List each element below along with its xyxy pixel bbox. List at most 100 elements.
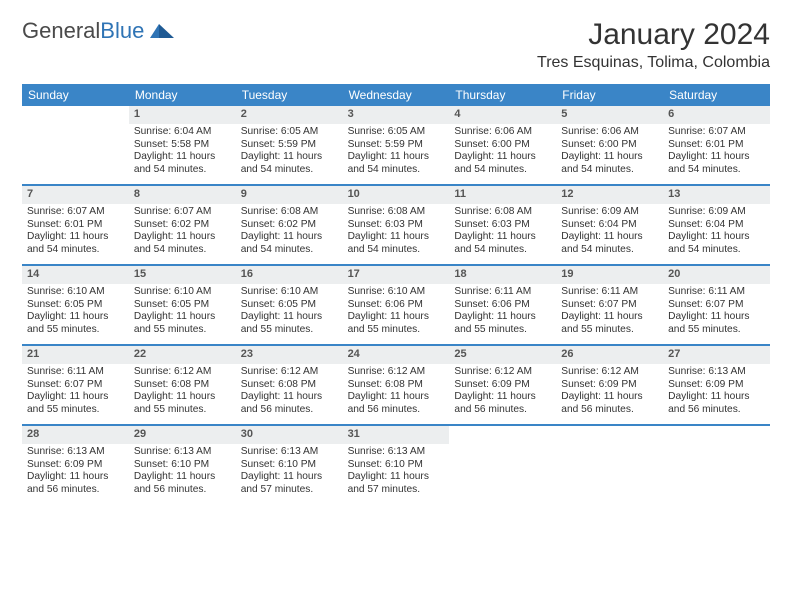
sunrise-text: Sunrise: 6:13 AM <box>241 446 338 459</box>
week-row: 7Sunrise: 6:07 AMSunset: 6:01 PMDaylight… <box>22 186 770 266</box>
brand-part2: Blue <box>100 18 144 44</box>
sunset-text: Sunset: 6:02 PM <box>134 219 231 232</box>
daylight-text: Daylight: 11 hours and 55 minutes. <box>27 311 124 337</box>
day-cell: 17Sunrise: 6:10 AMSunset: 6:06 PMDayligh… <box>343 266 450 344</box>
day-content: Sunrise: 6:12 AMSunset: 6:08 PMDaylight:… <box>343 364 450 423</box>
day-cell: 23Sunrise: 6:12 AMSunset: 6:08 PMDayligh… <box>236 346 343 424</box>
day-cell <box>663 426 770 504</box>
sunrise-text: Sunrise: 6:12 AM <box>241 366 338 379</box>
daylight-text: Daylight: 11 hours and 54 minutes. <box>561 231 658 257</box>
sunrise-text: Sunrise: 6:06 AM <box>561 126 658 139</box>
sunset-text: Sunset: 6:05 PM <box>241 299 338 312</box>
sunset-text: Sunset: 6:07 PM <box>668 299 765 312</box>
day-content: Sunrise: 6:12 AMSunset: 6:09 PMDaylight:… <box>556 364 663 423</box>
day-cell: 19Sunrise: 6:11 AMSunset: 6:07 PMDayligh… <box>556 266 663 344</box>
sunset-text: Sunset: 6:09 PM <box>561 379 658 392</box>
day-content: Sunrise: 6:11 AMSunset: 6:06 PMDaylight:… <box>449 284 556 343</box>
daylight-text: Daylight: 11 hours and 55 minutes. <box>561 311 658 337</box>
weekday-tue: Tuesday <box>236 84 343 106</box>
day-cell: 21Sunrise: 6:11 AMSunset: 6:07 PMDayligh… <box>22 346 129 424</box>
sunset-text: Sunset: 6:07 PM <box>561 299 658 312</box>
day-content: Sunrise: 6:08 AMSunset: 6:03 PMDaylight:… <box>343 204 450 263</box>
weeks-container: 1Sunrise: 6:04 AMSunset: 5:58 PMDaylight… <box>22 106 770 504</box>
sunset-text: Sunset: 6:09 PM <box>27 459 124 472</box>
day-number: 16 <box>236 266 343 284</box>
day-cell: 12Sunrise: 6:09 AMSunset: 6:04 PMDayligh… <box>556 186 663 264</box>
sunset-text: Sunset: 6:10 PM <box>134 459 231 472</box>
sunrise-text: Sunrise: 6:05 AM <box>241 126 338 139</box>
sunrise-text: Sunrise: 6:06 AM <box>454 126 551 139</box>
week-row: 1Sunrise: 6:04 AMSunset: 5:58 PMDaylight… <box>22 106 770 186</box>
daylight-text: Daylight: 11 hours and 57 minutes. <box>348 471 445 497</box>
day-cell: 10Sunrise: 6:08 AMSunset: 6:03 PMDayligh… <box>343 186 450 264</box>
day-cell: 5Sunrise: 6:06 AMSunset: 6:00 PMDaylight… <box>556 106 663 184</box>
day-content: Sunrise: 6:07 AMSunset: 6:01 PMDaylight:… <box>663 124 770 183</box>
sunrise-text: Sunrise: 6:10 AM <box>241 286 338 299</box>
daylight-text: Daylight: 11 hours and 54 minutes. <box>27 231 124 257</box>
daylight-text: Daylight: 11 hours and 54 minutes. <box>668 231 765 257</box>
sunrise-text: Sunrise: 6:10 AM <box>27 286 124 299</box>
day-number: 22 <box>129 346 236 364</box>
brand-part1: General <box>22 18 100 44</box>
day-cell: 25Sunrise: 6:12 AMSunset: 6:09 PMDayligh… <box>449 346 556 424</box>
day-content: Sunrise: 6:13 AMSunset: 6:09 PMDaylight:… <box>663 364 770 423</box>
daylight-text: Daylight: 11 hours and 56 minutes. <box>668 391 765 417</box>
day-number: 3 <box>343 106 450 124</box>
day-content: Sunrise: 6:11 AMSunset: 6:07 PMDaylight:… <box>556 284 663 343</box>
sunrise-text: Sunrise: 6:12 AM <box>454 366 551 379</box>
day-number: 31 <box>343 426 450 444</box>
location-text: Tres Esquinas, Tolima, Colombia <box>537 54 770 72</box>
sunset-text: Sunset: 6:08 PM <box>348 379 445 392</box>
sunrise-text: Sunrise: 6:13 AM <box>27 446 124 459</box>
header: GeneralBlue January 2024 Tres Esquinas, … <box>22 18 770 72</box>
day-cell: 3Sunrise: 6:05 AMSunset: 5:59 PMDaylight… <box>343 106 450 184</box>
day-number: 12 <box>556 186 663 204</box>
sunrise-text: Sunrise: 6:08 AM <box>454 206 551 219</box>
day-cell: 16Sunrise: 6:10 AMSunset: 6:05 PMDayligh… <box>236 266 343 344</box>
day-number: 6 <box>663 106 770 124</box>
day-number: 4 <box>449 106 556 124</box>
sunset-text: Sunset: 6:01 PM <box>27 219 124 232</box>
day-content: Sunrise: 6:05 AMSunset: 5:59 PMDaylight:… <box>343 124 450 183</box>
day-number: 19 <box>556 266 663 284</box>
weekday-mon: Monday <box>129 84 236 106</box>
sunrise-text: Sunrise: 6:07 AM <box>134 206 231 219</box>
day-number: 5 <box>556 106 663 124</box>
day-cell: 1Sunrise: 6:04 AMSunset: 5:58 PMDaylight… <box>129 106 236 184</box>
daylight-text: Daylight: 11 hours and 55 minutes. <box>27 391 124 417</box>
brand-logo: GeneralBlue <box>22 18 178 44</box>
sunrise-text: Sunrise: 6:07 AM <box>668 126 765 139</box>
sunrise-text: Sunrise: 6:09 AM <box>561 206 658 219</box>
day-cell: 4Sunrise: 6:06 AMSunset: 6:00 PMDaylight… <box>449 106 556 184</box>
sunset-text: Sunset: 6:04 PM <box>668 219 765 232</box>
sunset-text: Sunset: 6:03 PM <box>348 219 445 232</box>
weekday-thu: Thursday <box>449 84 556 106</box>
sunrise-text: Sunrise: 6:13 AM <box>348 446 445 459</box>
day-number: 20 <box>663 266 770 284</box>
day-cell: 14Sunrise: 6:10 AMSunset: 6:05 PMDayligh… <box>22 266 129 344</box>
daylight-text: Daylight: 11 hours and 54 minutes. <box>241 231 338 257</box>
daylight-text: Daylight: 11 hours and 54 minutes. <box>561 151 658 177</box>
day-content: Sunrise: 6:13 AMSunset: 6:10 PMDaylight:… <box>236 444 343 503</box>
week-row: 14Sunrise: 6:10 AMSunset: 6:05 PMDayligh… <box>22 266 770 346</box>
sunset-text: Sunset: 5:59 PM <box>348 139 445 152</box>
weekday-sat: Saturday <box>663 84 770 106</box>
daylight-text: Daylight: 11 hours and 54 minutes. <box>454 231 551 257</box>
day-content: Sunrise: 6:08 AMSunset: 6:02 PMDaylight:… <box>236 204 343 263</box>
sunrise-text: Sunrise: 6:12 AM <box>561 366 658 379</box>
week-row: 28Sunrise: 6:13 AMSunset: 6:09 PMDayligh… <box>22 426 770 504</box>
day-content: Sunrise: 6:05 AMSunset: 5:59 PMDaylight:… <box>236 124 343 183</box>
day-cell: 9Sunrise: 6:08 AMSunset: 6:02 PMDaylight… <box>236 186 343 264</box>
day-cell: 2Sunrise: 6:05 AMSunset: 5:59 PMDaylight… <box>236 106 343 184</box>
day-content: Sunrise: 6:13 AMSunset: 6:10 PMDaylight:… <box>343 444 450 503</box>
day-content: Sunrise: 6:06 AMSunset: 6:00 PMDaylight:… <box>556 124 663 183</box>
sunset-text: Sunset: 6:06 PM <box>348 299 445 312</box>
day-content: Sunrise: 6:12 AMSunset: 6:08 PMDaylight:… <box>129 364 236 423</box>
day-cell: 18Sunrise: 6:11 AMSunset: 6:06 PMDayligh… <box>449 266 556 344</box>
daylight-text: Daylight: 11 hours and 56 minutes. <box>454 391 551 417</box>
weekday-sun: Sunday <box>22 84 129 106</box>
daylight-text: Daylight: 11 hours and 56 minutes. <box>241 391 338 417</box>
day-content: Sunrise: 6:11 AMSunset: 6:07 PMDaylight:… <box>663 284 770 343</box>
day-content: Sunrise: 6:13 AMSunset: 6:09 PMDaylight:… <box>22 444 129 503</box>
day-number: 25 <box>449 346 556 364</box>
